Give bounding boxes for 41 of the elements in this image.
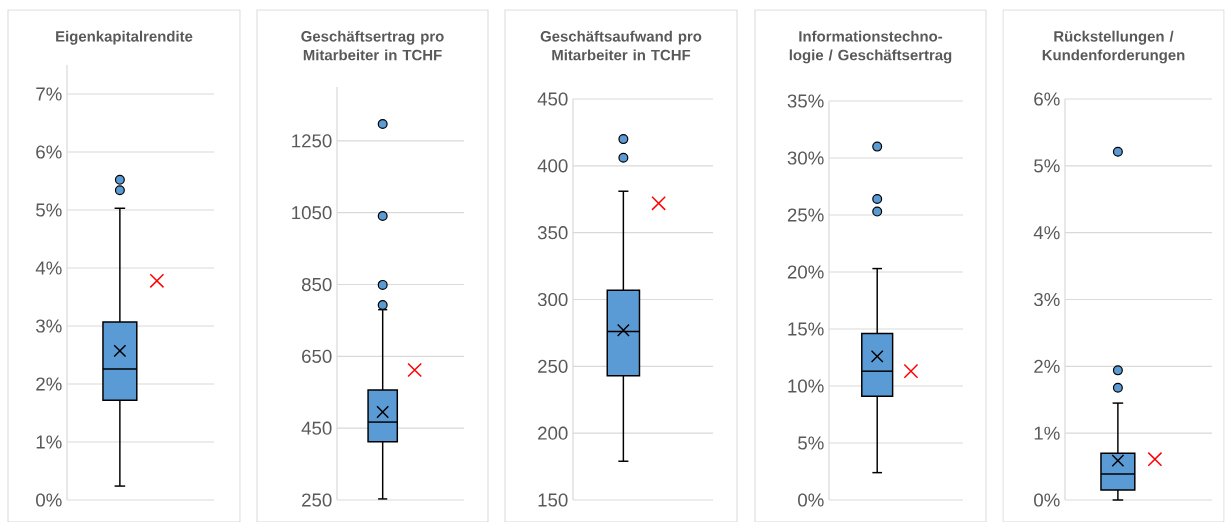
y-tick-label: 1050 <box>292 206 332 220</box>
y-tick-label: 450 <box>301 421 332 435</box>
y-tick-label: 6% <box>36 145 62 159</box>
chart-title: Geschäftsertrag pro Mitarbeiter in TCHF <box>301 30 444 61</box>
y-tick-label: 400 <box>537 159 568 173</box>
y-tick-label: 5% <box>798 436 824 450</box>
y-tick-label: 0% <box>1034 493 1060 507</box>
y-tick-label: 450 <box>537 92 568 106</box>
y-tick-label: 15% <box>788 322 824 336</box>
y-tick-label: 1250 <box>292 134 332 148</box>
y-tick-label: 250 <box>302 493 332 507</box>
y-tick-label: 4% <box>1033 226 1060 240</box>
y-tick-label: 350 <box>537 226 568 240</box>
y-tick-label: 4% <box>35 261 62 275</box>
y-tick-label: 150 <box>538 493 568 507</box>
y-tick-label: 25% <box>787 208 824 222</box>
y-tick-label: 5% <box>1034 159 1060 173</box>
y-tick-label: 10% <box>788 379 824 393</box>
y-tick-label: 850 <box>301 277 332 292</box>
y-tick-label: 0% <box>798 493 824 507</box>
y-tick-label: 3% <box>36 319 62 333</box>
y-tick-label: 3% <box>1034 292 1060 307</box>
y-tick-label: 650 <box>302 349 332 363</box>
y-tick-label: 6% <box>1034 92 1060 106</box>
y-tick-label: 30% <box>787 151 824 165</box>
y-tick-label: 300 <box>537 292 568 307</box>
y-tick-label: 20% <box>787 265 824 279</box>
y-tick-label: 35% <box>787 94 824 108</box>
y-tick-label: 5% <box>36 203 62 217</box>
y-tick-label: 250 <box>538 359 568 373</box>
chart-title: Informationstechno-logie / Geschäftsertrag <box>789 30 952 64</box>
y-tick-label: 1% <box>36 435 62 449</box>
y-tick-label: 1% <box>1034 426 1060 440</box>
y-tick-label: 7% <box>36 87 62 101</box>
chart-title: Eigenkapitalrendite <box>56 30 193 45</box>
chart-title: Rückstellungen / Kundenforderungen <box>1042 30 1185 64</box>
y-tick-label: 2% <box>36 377 62 391</box>
y-tick-label: 0% <box>36 493 62 507</box>
y-tick-label: 2% <box>1034 359 1060 373</box>
y-tick-label: 200 <box>538 426 568 440</box>
chart-title: Geschäftsaufwand pro Mitarbeiter in TCHF <box>540 30 702 61</box>
